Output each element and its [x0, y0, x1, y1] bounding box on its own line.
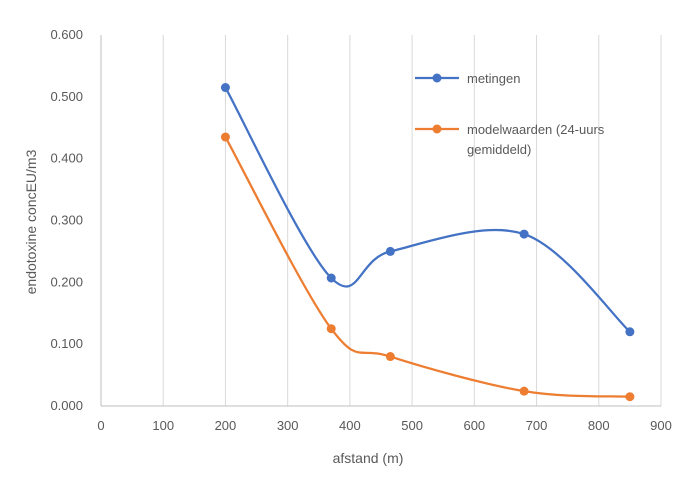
y-tick-label: 0.100: [50, 336, 83, 351]
x-tick-label: 200: [215, 418, 237, 433]
data-point-series-1: [519, 229, 529, 239]
data-point-series-1: [625, 327, 635, 337]
x-tick-label: 100: [152, 418, 174, 433]
x-axis-title: afstand (m): [333, 450, 404, 466]
legend-marker-2: [432, 124, 442, 134]
data-point-series-2: [519, 386, 529, 396]
x-tick-label: 300: [277, 418, 299, 433]
data-point-series-2: [326, 324, 336, 334]
series-group: [220, 83, 635, 402]
y-tick-label: 0.300: [50, 213, 83, 228]
data-point-series-1: [220, 83, 230, 93]
data-point-series-1: [385, 246, 395, 256]
y-tick-label: 0.000: [50, 398, 83, 413]
y-tick-label: 0.600: [50, 27, 83, 42]
y-axis-title: endotoxine concEU/m3: [23, 149, 39, 294]
axes: 0 100 200 300 400 500 600 700 800 900 0.000 0.100 0.…: [50, 27, 671, 433]
x-tick-label: 800: [588, 418, 610, 433]
x-tick-label: 700: [526, 418, 548, 433]
data-point-series-1: [326, 273, 336, 283]
x-tick-label: 500: [401, 418, 423, 433]
x-tick-label: 900: [650, 418, 672, 433]
data-point-series-2: [625, 392, 635, 402]
legend-marker-1: [432, 73, 442, 83]
data-point-series-2: [220, 132, 230, 142]
x-tick-label: 400: [339, 418, 361, 433]
data-point-series-2: [385, 352, 395, 362]
legend-label-2: gemiddeld): [467, 142, 531, 157]
x-tick-label: 0: [97, 418, 104, 433]
legend: metingen modelwaarden (24-uurs gemiddeld): [415, 71, 605, 157]
x-tick-label: 600: [463, 418, 485, 433]
gridlines: [162, 35, 662, 406]
y-tick-label: 0.500: [50, 89, 83, 104]
legend-label-1: metingen: [467, 71, 520, 86]
y-tick-label: 0.200: [50, 274, 83, 289]
legend-label-2: modelwaarden (24-uurs: [467, 122, 605, 137]
y-tick-label: 0.400: [50, 151, 83, 166]
